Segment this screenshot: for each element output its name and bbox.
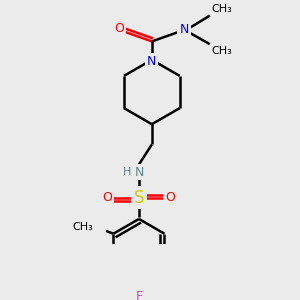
Text: S: S — [134, 189, 144, 207]
Text: F: F — [135, 290, 142, 300]
Text: N: N — [134, 166, 144, 178]
Text: CH₃: CH₃ — [212, 4, 233, 14]
Text: N: N — [147, 55, 157, 68]
Text: CH₃: CH₃ — [73, 222, 93, 232]
Text: N: N — [179, 23, 189, 36]
Text: O: O — [165, 191, 175, 204]
Text: H: H — [123, 167, 131, 177]
Text: CH₃: CH₃ — [212, 46, 233, 56]
Text: O: O — [114, 22, 124, 35]
Text: O: O — [103, 191, 112, 204]
